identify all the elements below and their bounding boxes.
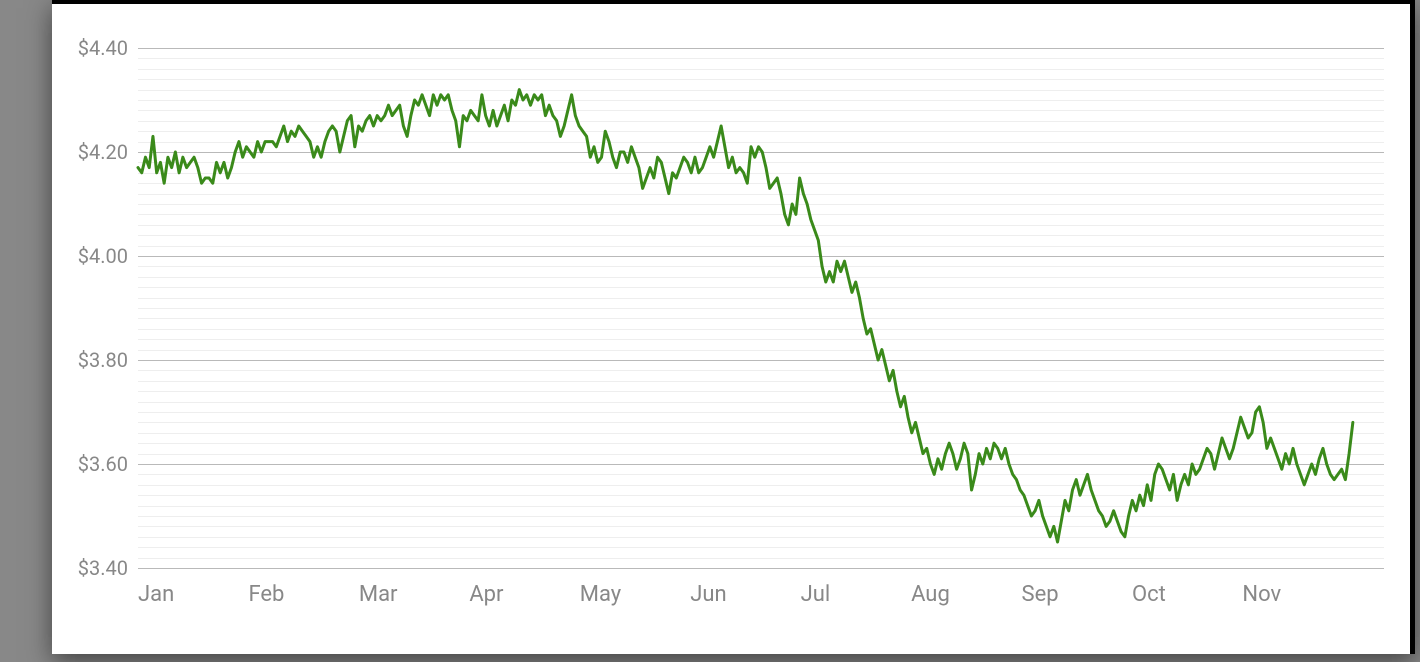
y-tick-label: $4.00 xyxy=(78,244,138,268)
chart-card: $4.40 $4.20 $4.00 $3.80 $3.60 $3.40 Jan Feb Mar… xyxy=(52,0,1415,654)
y-tick-label: $4.20 xyxy=(78,140,138,164)
y-tick-label: $3.80 xyxy=(78,348,138,372)
x-tick-label: Aug xyxy=(911,582,950,607)
x-tick-label: Jan xyxy=(138,582,174,607)
chart-background: $4.40 $4.20 $4.00 $3.80 $3.60 $3.40 Jan Feb Mar… xyxy=(0,0,1420,662)
x-tick-label: May xyxy=(580,582,621,607)
x-tick-label: Jun xyxy=(690,582,726,607)
x-tick-label: Apr xyxy=(469,582,503,607)
y-tick-label: $4.40 xyxy=(78,36,138,60)
y-tick-label: $3.60 xyxy=(78,452,138,476)
x-tick-label: Nov xyxy=(1242,582,1281,607)
plot-area: $4.40$4.20$4.00$3.80$3.60$3.40 JanFebMar… xyxy=(138,48,1384,568)
x-tick-label: Jul xyxy=(801,582,831,607)
x-axis-labels: Jan Feb Mar Apr May Jun Jul Aug Sep Oct Nov xyxy=(138,568,1384,628)
line-series xyxy=(138,48,1384,568)
y-tick-label: $3.40 xyxy=(78,556,138,580)
x-tick-label: Mar xyxy=(359,582,398,607)
x-tick-label: Feb xyxy=(248,582,284,607)
x-tick-label: Oct xyxy=(1132,582,1166,607)
x-tick-label: Sep xyxy=(1022,582,1059,607)
